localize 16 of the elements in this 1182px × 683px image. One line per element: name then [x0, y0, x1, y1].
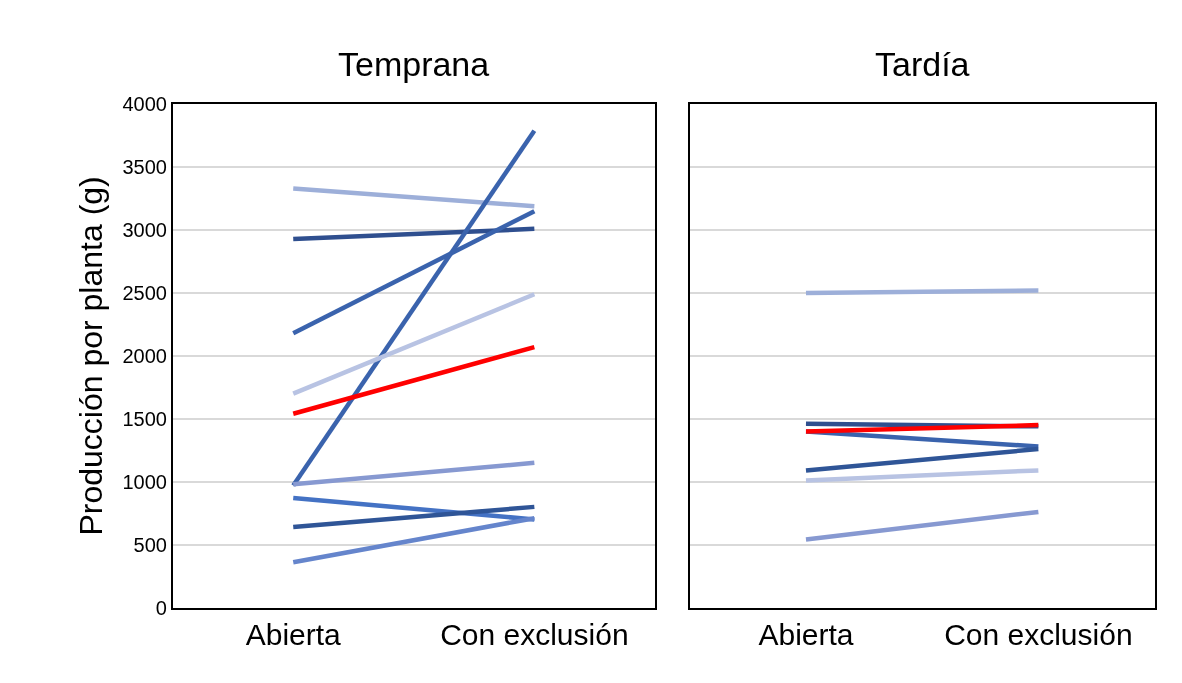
x-tick-label: Abierta	[758, 618, 854, 652]
y-tick-label: 500	[133, 533, 167, 556]
y-tick-label: 4000	[122, 93, 167, 116]
x-tick-label: Abierta	[245, 618, 342, 652]
y-tick-label: 1000	[122, 470, 167, 493]
y-tick-label: 0	[155, 596, 167, 619]
x-tick-label: Con exclusión	[440, 618, 629, 652]
y-tick-label: 2500	[122, 282, 167, 305]
y-axis-title: Producción por planta (g)	[73, 176, 110, 536]
y-tick-label: 1500	[122, 407, 167, 430]
y-tick-label: 2000	[122, 344, 167, 367]
y-tick-label: 3500	[122, 156, 167, 179]
chart-title: Tardía	[875, 45, 970, 83]
y-tick-label: 3000	[122, 219, 167, 242]
chart-title: Temprana	[338, 45, 490, 83]
x-tick-label: Con exclusión	[944, 618, 1133, 652]
